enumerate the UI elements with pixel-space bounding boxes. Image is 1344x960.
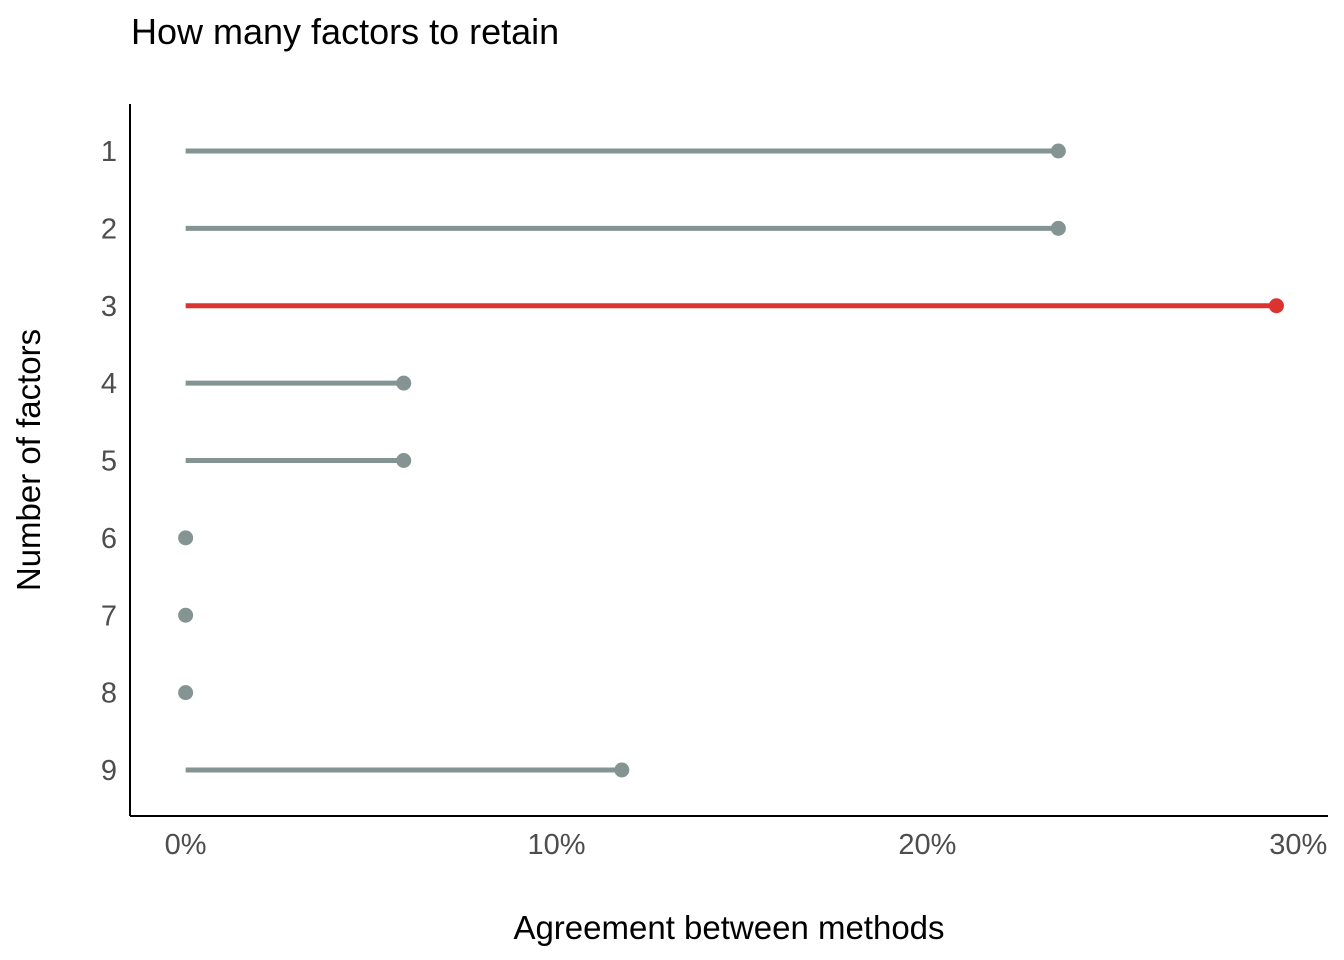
- lollipop-point-7: [178, 607, 194, 623]
- y-axis-title: Number of factors: [10, 329, 47, 591]
- lollipop-point-2: [1050, 220, 1066, 236]
- x-tick-labels: 0% 10% 20% 30%: [165, 829, 1328, 861]
- y-tick-label-7: 7: [101, 600, 117, 632]
- y-tick-label-2: 2: [101, 213, 117, 245]
- lollipop-point-9: [614, 762, 630, 778]
- y-tick-labels: 1 2 3 4 5 6 7 8 9: [101, 136, 117, 787]
- x-axis-title: Agreement between methods: [513, 909, 944, 946]
- y-tick-label-8: 8: [101, 678, 117, 710]
- lollipop-point-5: [396, 453, 412, 468]
- y-tick-label-1: 1: [101, 136, 117, 168]
- y-tick-label-5: 5: [101, 446, 117, 478]
- chart-marks: [178, 143, 1284, 778]
- lollipop-point-4: [396, 375, 412, 391]
- x-tick-label-2: 20%: [898, 829, 956, 861]
- y-tick-label-6: 6: [101, 523, 117, 555]
- lollipop-point-1: [1050, 143, 1066, 159]
- y-tick-label-9: 9: [101, 755, 117, 787]
- x-tick-label-0: 0%: [165, 829, 207, 861]
- y-tick-label-3: 3: [101, 291, 117, 323]
- x-tick-label-3: 30%: [1269, 829, 1327, 861]
- y-tick-label-4: 4: [101, 368, 117, 400]
- x-tick-label-1: 10%: [528, 829, 586, 861]
- lollipop-point-3: [1268, 298, 1284, 314]
- lollipop-point-6: [178, 530, 194, 546]
- chart-title: How many factors to retain: [131, 11, 559, 52]
- lollipop-point-8: [178, 685, 194, 701]
